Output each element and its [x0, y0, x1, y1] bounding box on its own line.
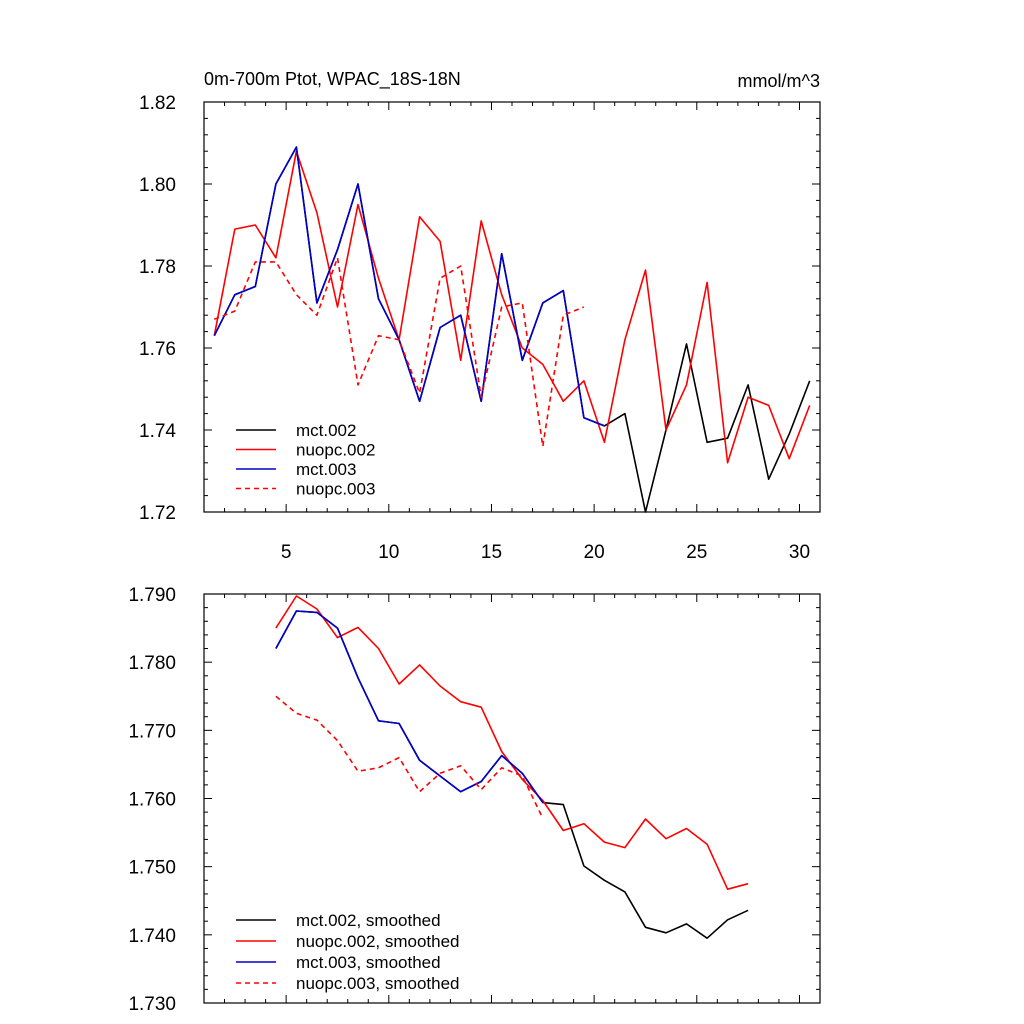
y-tick-label: 1.82 — [139, 93, 176, 114]
y-tick-label: 1.72 — [139, 503, 176, 524]
legend: mct.002, smoothed nuopc.002, smoothed mct.… — [236, 911, 460, 993]
legend-label: mct.002 — [296, 421, 356, 440]
legend-label: nuopc.002, smoothed — [296, 932, 460, 951]
y-tick-label: 1.790 — [128, 585, 176, 606]
series-line — [213, 146, 605, 427]
y-tick-label: 1.740 — [128, 926, 176, 947]
x-tick-label: 5 — [281, 542, 292, 563]
x-tick-label: 20 — [584, 542, 605, 563]
y-tick-label: 1.74 — [139, 421, 176, 442]
series-line — [275, 610, 544, 804]
x-tick-label: 30 — [789, 542, 810, 563]
series-line — [275, 595, 749, 891]
x-tick-label: 15 — [481, 542, 502, 563]
y-tick-label: 1.760 — [128, 790, 176, 811]
y-tick-label: 1.78 — [139, 257, 176, 278]
chart-title: 0m-700m Ptot, WPAC_18S-18N — [204, 69, 461, 90]
x-tick-label: 25 — [686, 542, 707, 563]
y-tick-label: 1.80 — [139, 175, 176, 196]
series-line — [213, 150, 811, 464]
legend-label: mct.003 — [296, 460, 356, 479]
x-tick-label: 10 — [378, 542, 399, 563]
series-line — [214, 256, 585, 448]
legend-label: nuopc.003 — [296, 480, 375, 499]
chart-units-label: mmol/m^3 — [738, 71, 820, 91]
bottom-panel: 1.730 1.740 1.750 1.760 1.770 1.780 1.790 mct.0… — [128, 585, 821, 1015]
y-tick-label: 1.750 — [128, 858, 176, 879]
y-tick-label: 1.770 — [128, 721, 176, 742]
legend-label: nuopc.002 — [296, 441, 375, 460]
y-tick-label: 1.780 — [128, 653, 176, 674]
legend-label: mct.002, smoothed — [296, 911, 441, 930]
top-panel: 1.72 1.74 1.76 1.78 1.80 1.82 5 10 15 20 25 30 mct.0… — [139, 93, 821, 563]
plot-frame — [203, 593, 821, 1004]
y-tick-label: 1.76 — [139, 339, 176, 360]
series-line — [275, 610, 749, 940]
plot-frame — [203, 101, 821, 513]
tick-marks — [203, 593, 821, 1004]
legend-label: mct.003, smoothed — [296, 953, 441, 972]
y-tick-label: 1.730 — [128, 994, 176, 1015]
legend-label: nuopc.003, smoothed — [296, 974, 460, 993]
